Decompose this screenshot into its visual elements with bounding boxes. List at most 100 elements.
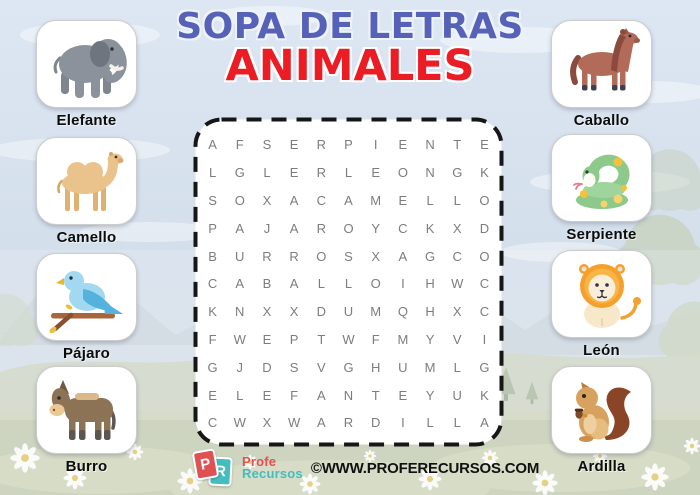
letter-cell-5-6[interactable]: S — [344, 248, 353, 264]
letter-cell-3-9[interactable]: L — [426, 192, 434, 208]
letter-cell-2-9[interactable]: N — [425, 165, 435, 181]
letter-cell-9-3[interactable]: D — [262, 359, 272, 375]
letter-cell-3-4[interactable]: A — [289, 192, 299, 208]
letter-cell-10-3[interactable]: E — [262, 387, 272, 403]
letter-cell-2-11[interactable]: K — [480, 165, 489, 181]
letter-cell-11-4[interactable]: W — [287, 415, 301, 431]
letter-cell-7-9[interactable]: H — [425, 304, 435, 320]
letter-cell-1-7[interactable]: I — [373, 137, 378, 153]
letter-cell-8-3[interactable]: E — [262, 331, 272, 347]
letter-cell-9-9[interactable]: M — [424, 359, 436, 375]
letter-cell-1-11[interactable]: E — [480, 137, 489, 153]
letter-cell-7-2[interactable]: N — [235, 304, 245, 320]
letter-cell-5-7[interactable]: X — [371, 248, 381, 264]
letter-cell-8-10[interactable]: V — [452, 331, 462, 347]
letter-cell-7-1[interactable]: K — [208, 304, 217, 320]
letter-cell-11-5[interactable]: A — [316, 415, 326, 431]
letter-cell-2-3[interactable]: L — [263, 165, 271, 181]
letter-cell-6-2[interactable]: A — [235, 276, 245, 292]
letter-cell-9-2[interactable]: J — [236, 359, 244, 375]
letter-cell-3-2[interactable]: O — [234, 192, 245, 208]
letter-cell-9-8[interactable]: U — [398, 359, 408, 375]
letter-cell-2-8[interactable]: O — [397, 165, 408, 181]
letter-cell-1-10[interactable]: T — [453, 137, 462, 153]
letter-cell-1-3[interactable]: S — [262, 137, 272, 153]
letter-cell-2-1[interactable]: L — [208, 165, 217, 181]
letter-cell-6-7[interactable]: O — [370, 276, 381, 292]
letter-cell-4-1[interactable]: P — [208, 220, 217, 236]
letter-cell-10-8[interactable]: E — [398, 387, 408, 403]
letter-cell-5-11[interactable]: O — [479, 248, 490, 264]
letter-cell-9-11[interactable]: G — [479, 359, 490, 375]
letter-cell-9-6[interactable]: G — [343, 359, 354, 375]
letter-cell-4-6[interactable]: O — [343, 220, 354, 236]
letter-cell-4-3[interactable]: J — [263, 220, 271, 236]
letter-cell-2-4[interactable]: E — [289, 165, 299, 181]
letter-cell-4-7[interactable]: Y — [371, 220, 381, 236]
letter-cell-11-10[interactable]: L — [453, 415, 461, 431]
letter-cell-11-3[interactable]: X — [262, 415, 272, 431]
letter-cell-8-5[interactable]: T — [317, 331, 326, 347]
letter-cell-1-9[interactable]: N — [425, 137, 435, 153]
letter-cell-7-10[interactable]: X — [452, 304, 462, 320]
letter-cell-7-3[interactable]: X — [262, 304, 272, 320]
letter-cell-6-3[interactable]: B — [262, 276, 272, 292]
letter-cell-7-4[interactable]: X — [289, 304, 299, 320]
letter-cell-11-7[interactable]: D — [370, 415, 381, 431]
letter-cell-8-2[interactable]: W — [233, 331, 246, 347]
letter-cell-8-11[interactable]: I — [482, 331, 487, 347]
letter-cell-9-10[interactable]: L — [453, 359, 461, 375]
letter-cell-3-5[interactable]: C — [316, 192, 326, 208]
letter-cell-5-5[interactable]: O — [316, 248, 327, 264]
letter-cell-8-6[interactable]: W — [342, 331, 355, 347]
letter-cell-6-9[interactable]: H — [425, 276, 435, 292]
letter-cell-4-10[interactable]: X — [452, 220, 462, 236]
letter-cell-9-4[interactable]: S — [289, 359, 299, 375]
letter-cell-6-10[interactable]: W — [451, 276, 464, 292]
letter-cell-6-5[interactable]: L — [317, 276, 325, 292]
letter-cell-10-2[interactable]: L — [236, 387, 244, 403]
letter-cell-3-8[interactable]: E — [398, 192, 408, 208]
letter-cell-10-5[interactable]: A — [316, 387, 326, 403]
letter-cell-11-2[interactable]: W — [233, 415, 246, 431]
letter-cell-5-1[interactable]: B — [208, 248, 217, 264]
letter-cell-6-4[interactable]: A — [289, 276, 299, 292]
letter-cell-11-6[interactable]: R — [343, 415, 354, 431]
letter-cell-2-10[interactable]: G — [452, 165, 463, 181]
letter-cell-2-5[interactable]: R — [316, 165, 326, 181]
letter-cell-10-6[interactable]: N — [343, 387, 354, 403]
letter-cell-11-1[interactable]: C — [207, 415, 218, 431]
letter-cell-6-11[interactable]: C — [479, 276, 490, 292]
letter-cell-8-7[interactable]: F — [371, 331, 380, 347]
letter-cell-10-4[interactable]: F — [290, 387, 299, 403]
letter-cell-4-11[interactable]: D — [479, 220, 490, 236]
letter-cell-11-8[interactable]: I — [401, 415, 405, 431]
letter-cell-7-11[interactable]: C — [479, 304, 490, 320]
letter-cell-3-11[interactable]: O — [479, 192, 490, 208]
letter-cell-7-7[interactable]: M — [370, 304, 382, 320]
letter-cell-3-10[interactable]: L — [453, 192, 461, 208]
letter-cell-1-5[interactable]: R — [316, 137, 326, 153]
letter-cell-6-1[interactable]: C — [207, 276, 218, 292]
letter-cell-8-1[interactable]: F — [208, 331, 217, 347]
letter-cell-3-1[interactable]: S — [208, 192, 217, 208]
letter-cell-3-7[interactable]: M — [370, 192, 382, 208]
letter-cell-1-2[interactable]: F — [235, 137, 244, 153]
letter-cell-5-8[interactable]: A — [398, 248, 408, 264]
letter-cell-8-9[interactable]: Y — [425, 331, 435, 347]
letter-cell-11-9[interactable]: L — [426, 415, 434, 431]
letter-cell-5-4[interactable]: R — [289, 248, 299, 264]
letter-cell-2-7[interactable]: E — [371, 165, 381, 181]
letter-cell-5-9[interactable]: G — [425, 248, 436, 264]
letter-cell-5-3[interactable]: R — [262, 248, 272, 264]
letter-cell-4-5[interactable]: R — [316, 220, 326, 236]
letter-cell-5-2[interactable]: U — [235, 248, 245, 264]
website-url[interactable]: ©WWW.PROFERECURSOS.COM — [310, 459, 540, 477]
letter-cell-2-6[interactable]: L — [344, 165, 353, 181]
letter-cell-7-5[interactable]: D — [316, 304, 326, 320]
letter-cell-3-3[interactable]: X — [262, 192, 272, 208]
letter-cell-10-11[interactable]: K — [480, 387, 489, 403]
letter-cell-6-8[interactable]: I — [401, 276, 405, 292]
letter-cell-1-8[interactable]: E — [398, 137, 408, 153]
letter-cell-9-7[interactable]: H — [370, 359, 381, 375]
